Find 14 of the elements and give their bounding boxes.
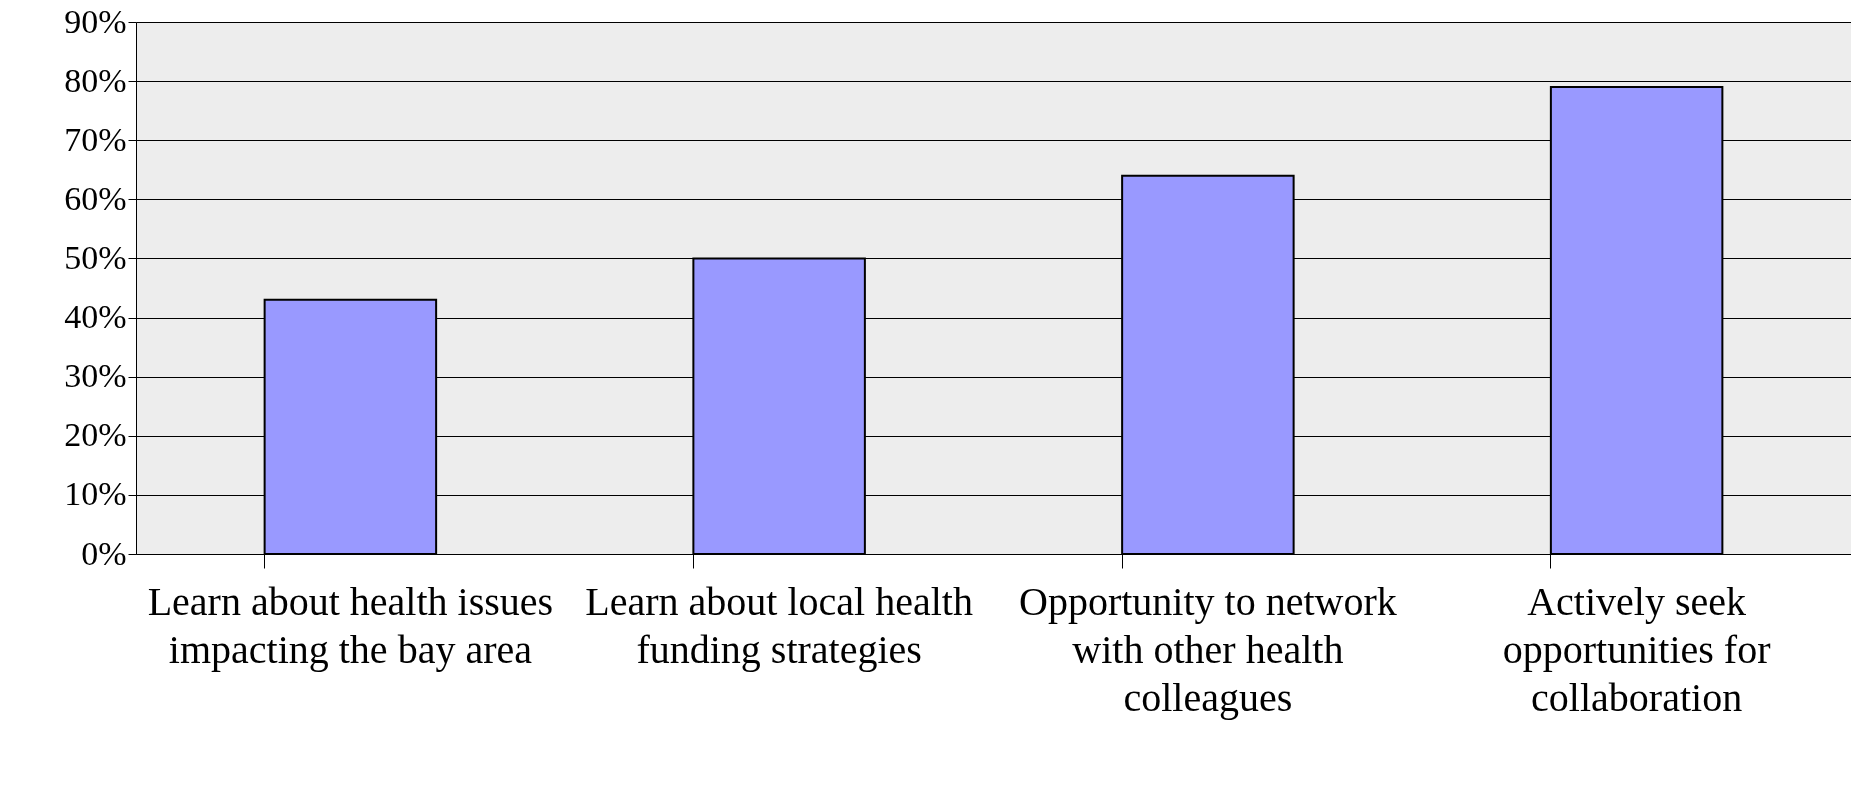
y-tick-label: 0% [81,534,127,572]
y-tick-label: 80% [64,61,127,99]
y-tick-label: 10% [64,475,127,513]
x-tick-label: Learn about health issues impacting the bay area [147,578,554,672]
y-tick-label: 90% [64,2,127,40]
y-tick-label: 30% [64,357,127,395]
y-tick-label: 70% [64,120,127,158]
y-tick-label: 50% [64,238,127,276]
y-tick-label: 20% [64,416,127,454]
x-tick-label: Actively seek opportunities for collaboration [1502,578,1771,720]
y-tick-label: 40% [64,298,127,336]
y-tick-label: 60% [64,179,127,217]
x-tick-label: Opportunity to network with other health colleagues [1019,578,1397,720]
x-tick-label: Learn about local health funding strategies [585,578,973,672]
